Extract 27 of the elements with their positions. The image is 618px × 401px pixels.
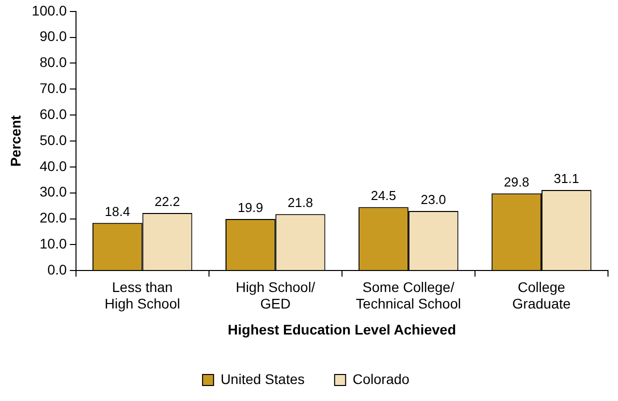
data-label: 22.2 bbox=[154, 194, 180, 210]
y-tick-label: 0.0 bbox=[47, 261, 68, 278]
y-tick-label: 50.0 bbox=[40, 132, 68, 148]
y-tick-label: 10.0 bbox=[40, 236, 68, 252]
y-tick-label: 30.0 bbox=[40, 184, 68, 200]
legend-label: United States bbox=[220, 370, 305, 387]
data-label: 29.8 bbox=[504, 174, 530, 190]
data-label: 23.0 bbox=[420, 192, 446, 208]
x-axis-title: Highest Education Level Achieved bbox=[228, 321, 456, 338]
data-label: 18.4 bbox=[104, 204, 130, 219]
data-label: 21.8 bbox=[288, 195, 313, 210]
x-tick-label: College Graduate bbox=[512, 278, 571, 312]
y-tick-label: 40.0 bbox=[40, 158, 68, 174]
y-axis-title: Percent bbox=[7, 114, 24, 167]
data-label: 31.1 bbox=[554, 171, 580, 186]
legend-label: Colorado bbox=[352, 370, 410, 387]
data-label: 24.5 bbox=[370, 188, 396, 204]
x-tick-label: Some College/ Technical School bbox=[356, 278, 461, 312]
y-tick-label: 90.0 bbox=[40, 28, 68, 44]
x-tick-label: Less than High School bbox=[104, 278, 180, 312]
y-tick-label: 20.0 bbox=[40, 210, 68, 226]
y-tick-label: 100.0 bbox=[32, 2, 68, 18]
y-tick-label: 70.0 bbox=[40, 80, 68, 96]
x-tick-label: High School/ GED bbox=[236, 278, 316, 312]
data-label: 19.9 bbox=[238, 200, 264, 216]
y-tick-label: 80.0 bbox=[40, 54, 68, 70]
y-tick-label: 60.0 bbox=[40, 106, 68, 122]
